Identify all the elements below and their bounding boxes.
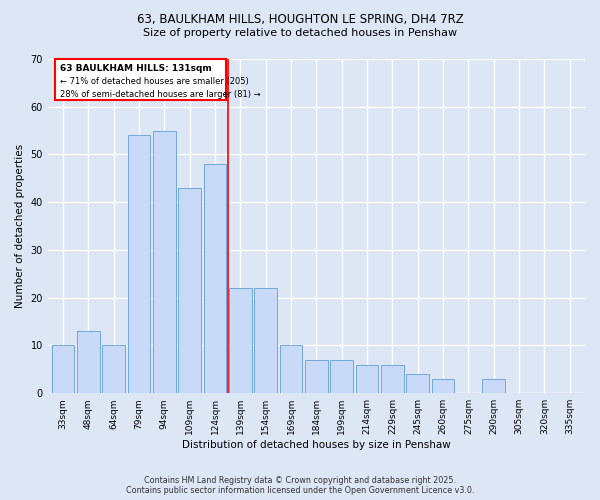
Bar: [77, 331, 100, 393]
Bar: [203, 164, 226, 393]
Text: ← 71% of detached houses are smaller (205): ← 71% of detached houses are smaller (20…: [61, 77, 249, 86]
Bar: [254, 288, 277, 393]
Bar: [482, 379, 505, 393]
Text: Contains HM Land Registry data © Crown copyright and database right 2025.
Contai: Contains HM Land Registry data © Crown c…: [126, 476, 474, 495]
Bar: [431, 379, 454, 393]
Text: 28% of semi-detached houses are larger (81) →: 28% of semi-detached houses are larger (…: [61, 90, 261, 99]
Bar: [55, 59, 226, 100]
Text: 63, BAULKHAM HILLS, HOUGHTON LE SPRING, DH4 7RZ: 63, BAULKHAM HILLS, HOUGHTON LE SPRING, …: [137, 12, 463, 26]
Bar: [280, 346, 302, 393]
Bar: [178, 188, 201, 393]
Bar: [128, 136, 151, 393]
Bar: [406, 374, 429, 393]
Y-axis label: Number of detached properties: Number of detached properties: [15, 144, 25, 308]
Bar: [305, 360, 328, 393]
X-axis label: Distribution of detached houses by size in Penshaw: Distribution of detached houses by size …: [182, 440, 451, 450]
Bar: [356, 364, 379, 393]
Text: 63 BAULKHAM HILLS: 131sqm: 63 BAULKHAM HILLS: 131sqm: [61, 64, 212, 73]
Bar: [52, 346, 74, 393]
Bar: [102, 346, 125, 393]
Bar: [331, 360, 353, 393]
Bar: [229, 288, 252, 393]
Bar: [153, 130, 176, 393]
Bar: [381, 364, 404, 393]
Text: Size of property relative to detached houses in Penshaw: Size of property relative to detached ho…: [143, 28, 457, 38]
